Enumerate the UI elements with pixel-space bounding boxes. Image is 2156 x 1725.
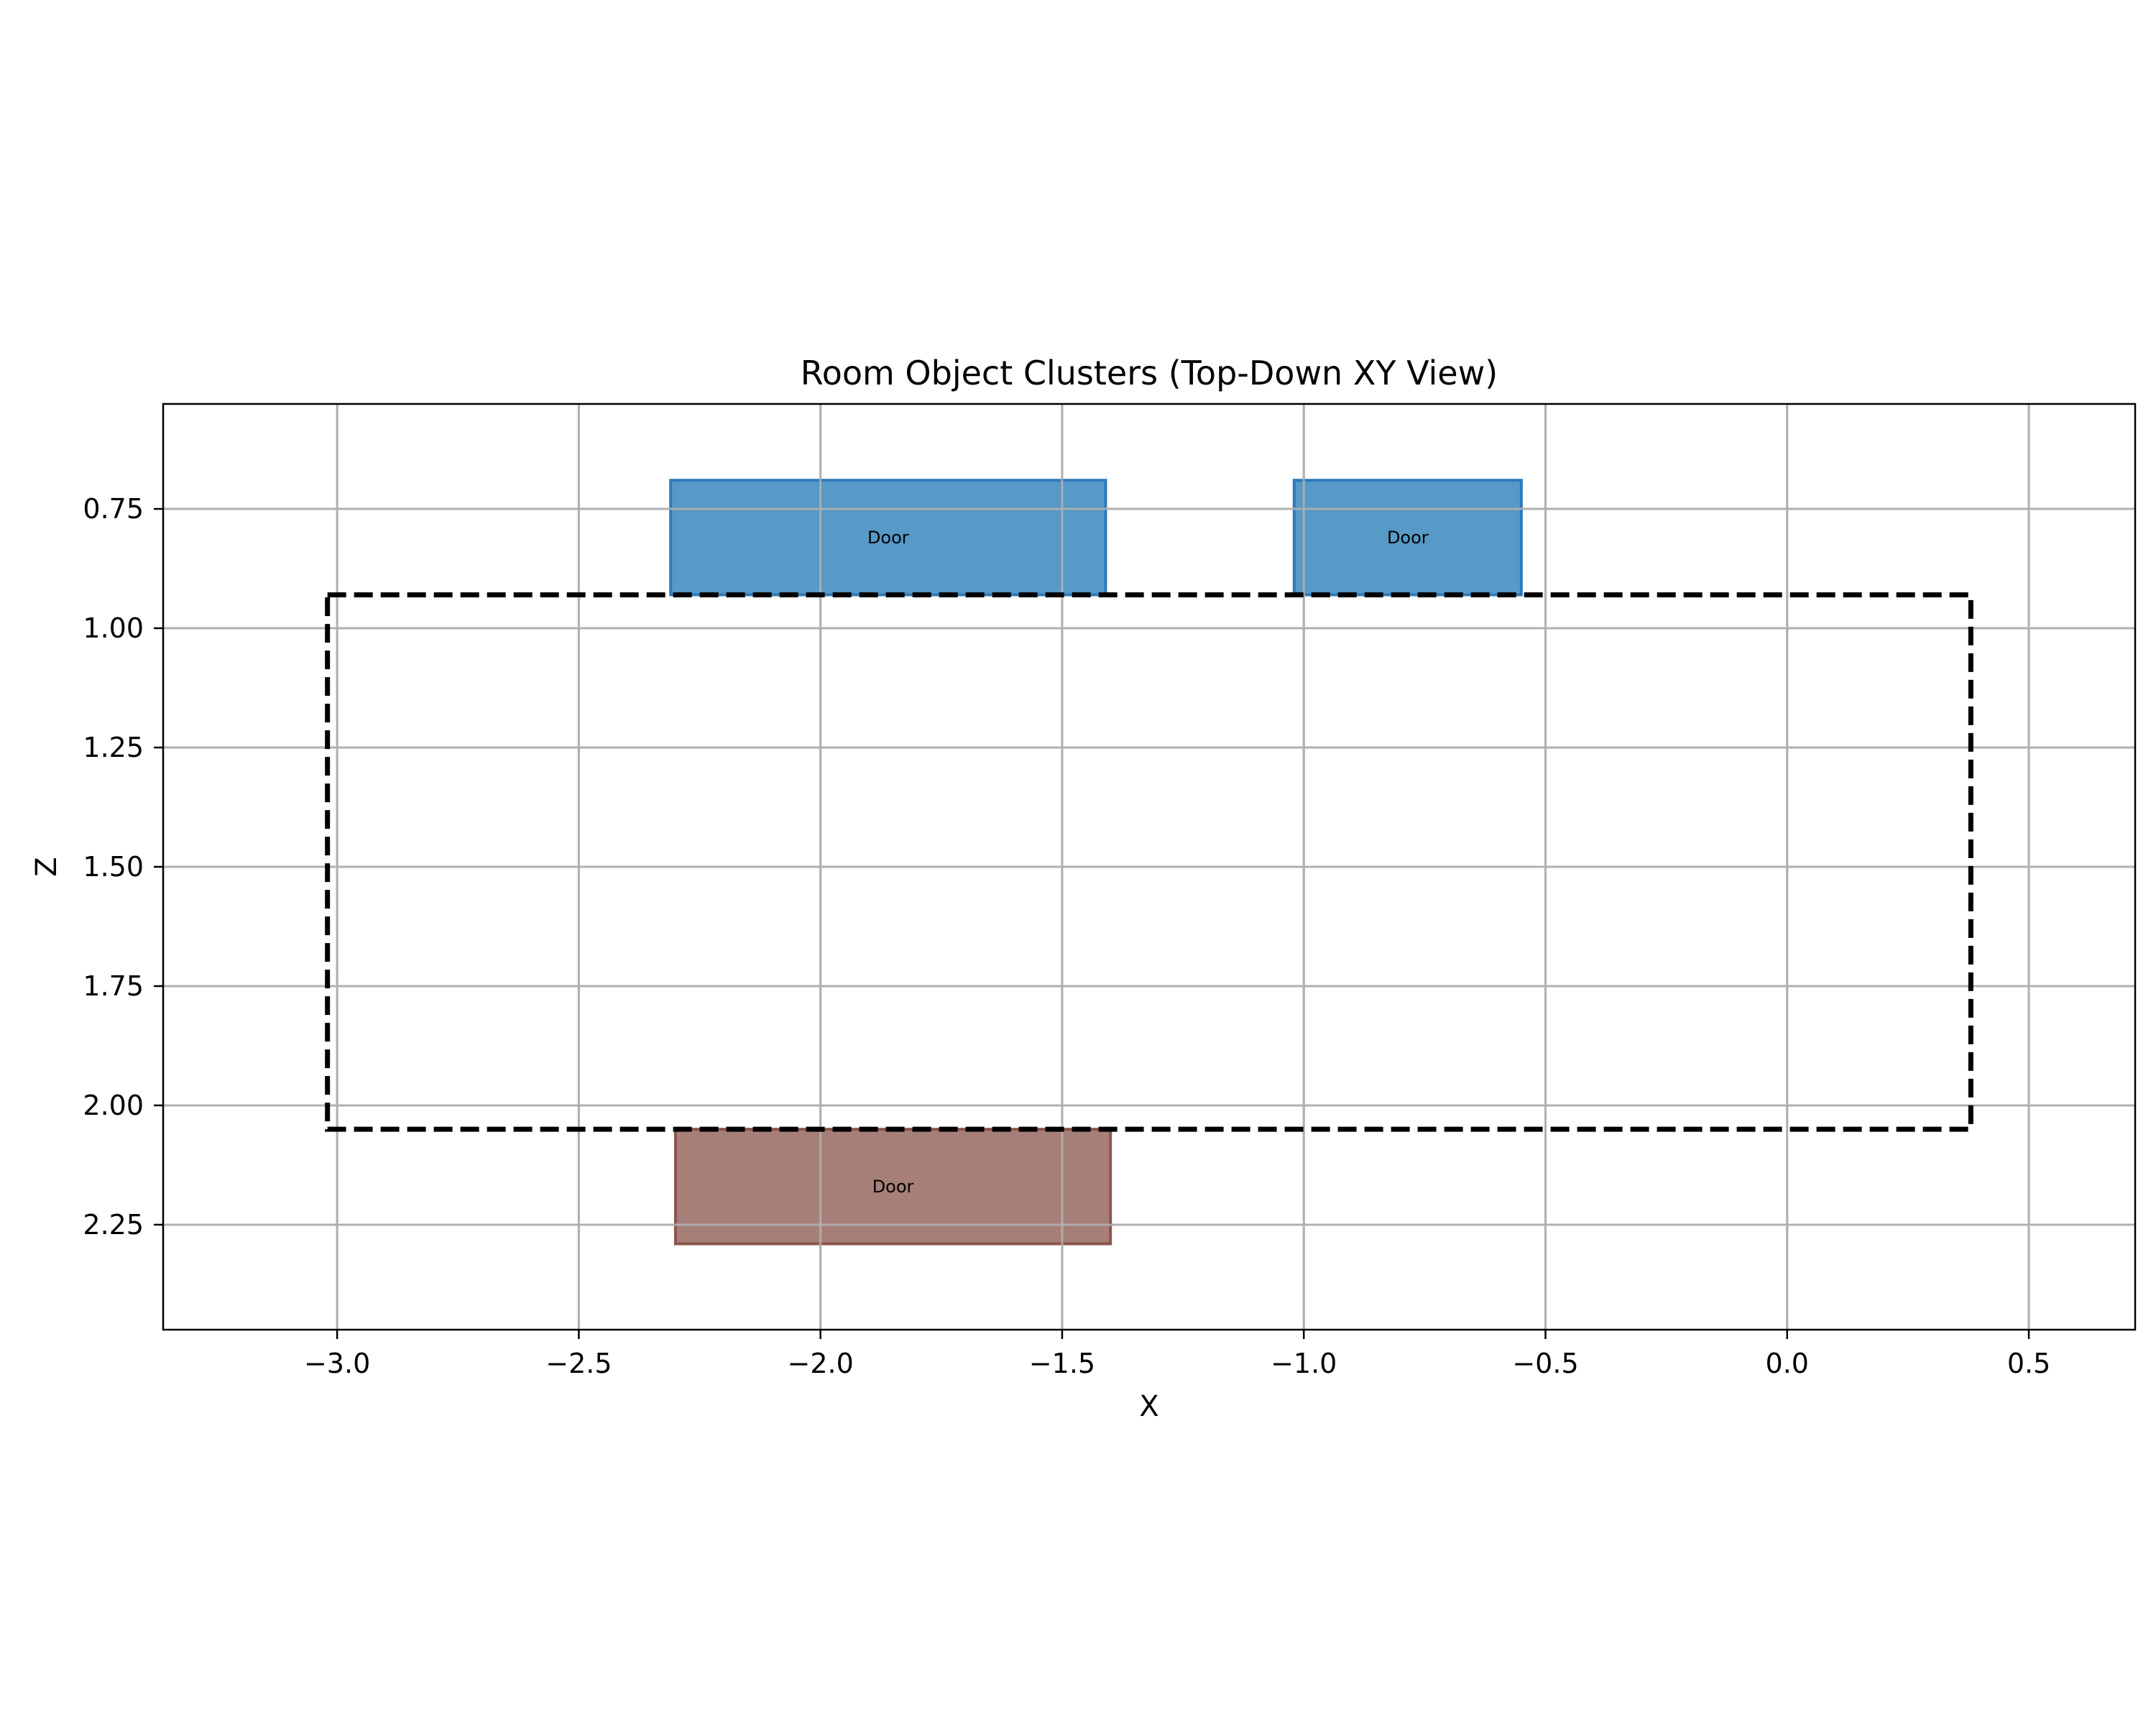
x-tick-label: −2.5 [545, 1348, 612, 1379]
y-axis-label: Z [30, 857, 63, 876]
chart-title: Room Object Clusters (Top-Down XY View) [801, 354, 1498, 392]
object-rect [1292, 479, 1523, 597]
x-tick-label: −2.0 [788, 1348, 854, 1379]
x-tick-label: −3.0 [304, 1348, 370, 1379]
x-tick-label: −1.0 [1271, 1348, 1337, 1379]
x-tick-label: −1.5 [1029, 1348, 1095, 1379]
y-tick-label: 2.25 [83, 1209, 144, 1241]
x-axis-label: X [1139, 1390, 1158, 1423]
object-label: Door [872, 1177, 914, 1197]
y-tick-label: 1.25 [83, 732, 144, 763]
x-tick-label: −0.5 [1512, 1348, 1578, 1379]
room-boundary-layer [325, 592, 1973, 1132]
axes [154, 402, 2137, 1339]
y-tick-label: 0.75 [83, 493, 144, 525]
object-label: Door [1387, 528, 1429, 548]
x-tick-label: 0.0 [1766, 1348, 1809, 1379]
x-tick-label: 0.5 [2007, 1348, 2050, 1379]
y-tick-label: 2.00 [83, 1090, 144, 1121]
y-tick-label: 1.00 [83, 612, 144, 644]
room-boundary [325, 592, 1973, 1132]
tick-labels: −3.0 −2.5 −2.0 −1.5 −1.0 −0.5 0.0 0.5 0.75 1.00 1.… [83, 493, 2050, 1379]
grid-overlay [163, 404, 2135, 1330]
object-rect [669, 479, 1107, 597]
object-label: Door [867, 528, 909, 548]
y-tick-label: 1.50 [83, 851, 144, 883]
y-tick-label: 1.75 [83, 970, 144, 1002]
plot-frame [162, 402, 2137, 1331]
